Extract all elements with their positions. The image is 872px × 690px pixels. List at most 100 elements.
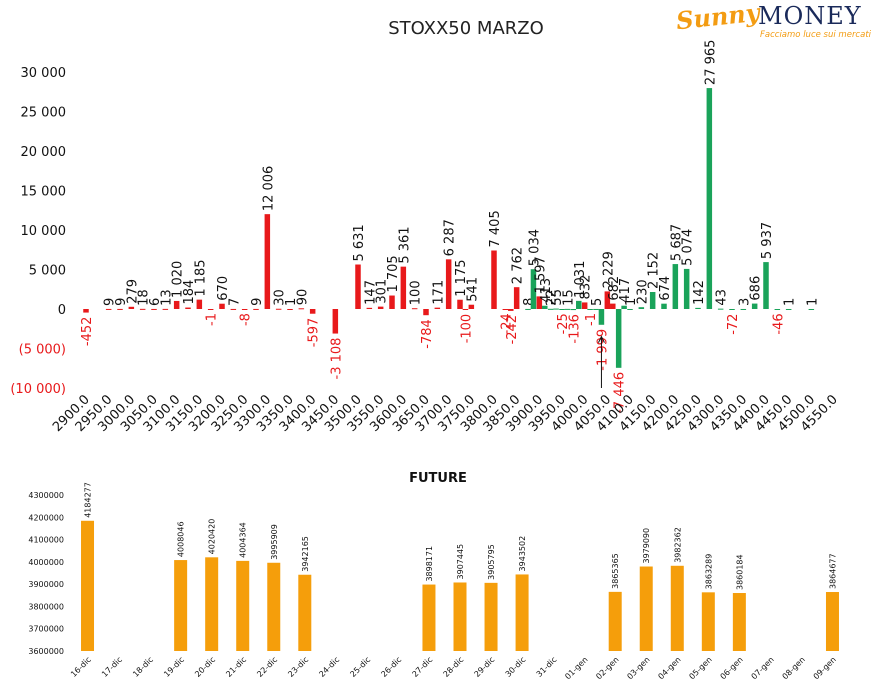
bar: [564, 308, 571, 310]
future-y-tick-label: 4100000: [28, 536, 64, 545]
bar-data-label: -242: [505, 315, 520, 345]
bar-data-label: 5 074: [681, 229, 696, 266]
bar-data-label: 1: [783, 298, 798, 306]
future-bar: [825, 592, 839, 651]
future-y-tick-label: 4000000: [28, 558, 64, 567]
bar: [151, 308, 157, 310]
bar: [763, 262, 769, 309]
bar: [253, 308, 259, 310]
bar-data-label: -8: [239, 313, 254, 326]
bar: [808, 308, 815, 310]
bar: [638, 307, 645, 309]
bar-data-label: 5 937: [760, 222, 775, 259]
future-x-tick-label: 23-dic: [286, 655, 310, 679]
future-y-tick-label: 4300000: [28, 491, 64, 500]
future-value-label: 3865365: [611, 553, 620, 589]
bar: [411, 308, 418, 310]
future-bar: [236, 560, 250, 651]
future-x-tick-label: 16-dic: [69, 655, 93, 679]
bar-data-label: 90: [295, 289, 310, 306]
bar: [706, 88, 713, 309]
bar: [366, 307, 373, 309]
y-tick-label: 25 000: [21, 106, 67, 121]
bar: [593, 308, 599, 310]
future-bar: [267, 562, 281, 651]
future-x-tick-label: 02-gen: [594, 655, 620, 681]
bar: [196, 299, 203, 309]
bar-data-label: 674: [658, 276, 673, 301]
bar: [377, 306, 384, 309]
bar-data-label: 13: [159, 289, 174, 306]
bar: [604, 291, 611, 309]
bar: [389, 295, 395, 309]
future-x-tick-label: 07-gen: [750, 655, 776, 681]
bar-data-label: 8: [522, 298, 537, 306]
future-value-label: 4184277: [84, 482, 93, 518]
bar-data-label: 5 631: [352, 224, 367, 261]
bar-data-label: 15: [561, 289, 576, 306]
future-value-label: 3982362: [673, 527, 682, 563]
bar-data-label: 9: [114, 298, 129, 306]
bar-data-label: -24: [499, 313, 514, 334]
bar-data-label: 682: [607, 276, 622, 301]
bar: [649, 291, 656, 309]
bar: [610, 303, 616, 309]
y-tick-label: (5 000): [19, 343, 66, 358]
bar-data-label: -1: [205, 313, 220, 326]
bar: [275, 308, 282, 310]
bar-data-label: -597: [307, 318, 322, 348]
future-value-label: 3864677: [828, 553, 837, 589]
future-x-tick-label: 26-dic: [379, 655, 403, 679]
bar: [162, 308, 169, 310]
bar-data-label: 18: [137, 289, 152, 306]
future-bar: [205, 557, 219, 651]
bar-data-label: 147: [363, 280, 378, 305]
bar-data-label: 6: [148, 298, 163, 306]
future-value-label: 4020420: [208, 519, 217, 555]
bar: [128, 306, 135, 309]
bar: [423, 309, 429, 316]
bar: [661, 303, 667, 309]
bar-data-label: -1: [584, 313, 599, 326]
bar: [621, 305, 627, 309]
bar: [695, 307, 701, 309]
bar-data-label: 832: [579, 275, 594, 300]
bar-data-label: 43: [715, 289, 730, 306]
bar-data-label: 5: [590, 298, 605, 306]
future-x-tick-label: 03-gen: [625, 655, 651, 681]
future-x-tick-label: 24-dic: [317, 655, 341, 679]
bar-data-label: -25: [556, 313, 571, 334]
bar: [615, 309, 622, 368]
future-x-tick-label: 04-gen: [656, 655, 682, 681]
bar-data-label: 30: [273, 289, 288, 306]
bar: [525, 308, 531, 310]
future-bar: [608, 591, 622, 651]
future-value-label: 3907445: [456, 544, 465, 580]
bar: [462, 309, 469, 310]
bar: [508, 309, 514, 311]
bar: [672, 264, 679, 309]
bar: [298, 308, 305, 310]
future-x-tick-label: 17-dic: [100, 655, 124, 679]
future-value-label: 3905795: [487, 544, 496, 580]
bar-data-label: 1 175: [454, 259, 469, 296]
future-value-label: 3898171: [425, 546, 434, 582]
bar: [547, 308, 554, 310]
future-x-tick-label: 29-dic: [473, 655, 497, 679]
future-x-tick-label: 08-gen: [781, 655, 807, 681]
bar-data-label: 670: [216, 276, 231, 301]
bar-data-label: 9: [250, 298, 265, 306]
bar-data-label: 686: [749, 276, 764, 301]
future-value-label: 3995909: [270, 524, 279, 560]
stoxx50-options-chart: STOXX50 MARZO (10 000) (5 000) 0 5 000 10 000…: [10, 18, 840, 435]
future-x-tick-label: 30-dic: [504, 655, 528, 679]
y-tick-label: (10 000): [10, 382, 66, 397]
bar-data-label: 142: [692, 280, 707, 305]
bar-data-label: -452: [80, 317, 95, 347]
future-x-tick-label: 01-gen: [563, 655, 589, 681]
bar: [445, 259, 452, 309]
bar-data-label: 22: [545, 289, 560, 306]
bar-data-label: 1 597: [533, 256, 548, 293]
future-value-label: 4004364: [239, 522, 248, 558]
bar: [570, 309, 577, 311]
